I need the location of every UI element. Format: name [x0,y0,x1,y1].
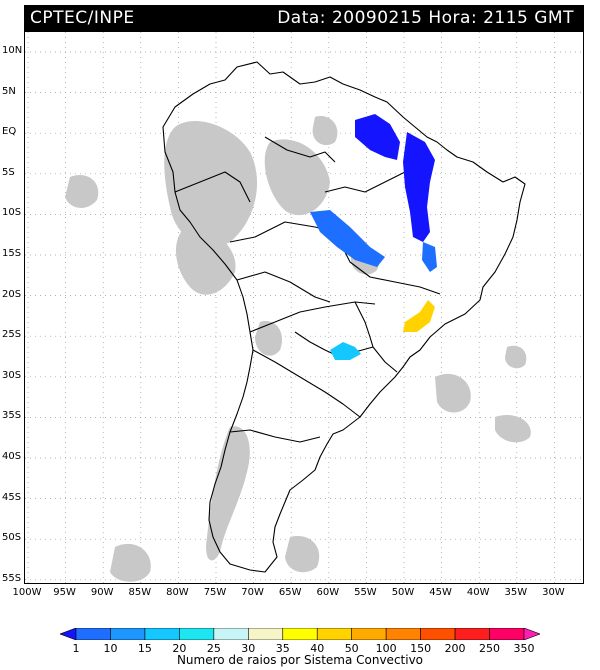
lat-label: 5N [2,85,16,97]
colorbar-tick-label: 100 [375,642,397,655]
lon-label: 40W [466,587,490,598]
colorbar-tick-label: 35 [275,642,290,655]
colorbar-tick-label: 1 [72,642,80,655]
colorbar-tick-label: 50 [344,642,359,655]
colorbar-tick-label: 10 [103,642,118,655]
datetime-label: Data: 20090215 Hora: 2115 GMT [277,8,574,28]
lon-label: 30W [542,587,565,598]
lat-label: 10N [2,45,23,56]
lat-label: EQ [2,126,17,138]
colorbar-segment [420,628,456,640]
colorbar-segment [282,628,318,640]
colorbar-segment [213,628,249,640]
colorbar-segment [75,628,111,640]
lon-label: 55W [354,587,377,598]
lon-label: 85W [128,587,152,598]
lightning-systems [310,114,437,360]
lat-label: 50S [2,532,22,544]
lon-label: 75W [203,587,227,598]
south-america-coastline [162,61,526,573]
graticule [25,32,583,583]
colorbar-segment [60,628,77,640]
colorbar-tick-label: 250 [479,642,501,655]
colorbar-tick-label: 200 [444,642,466,655]
lon-label: 90W [90,587,114,598]
lon-label: 35W [504,587,528,598]
colorbar-tick-label: 20 [172,642,187,655]
colorbar-tick-label: 40 [310,642,325,655]
colorbar-tick-label: 15 [137,642,152,655]
system-south [330,342,361,360]
lat-label: 45S [2,491,22,503]
lat-label: 10S [2,207,22,219]
lon-label: 80W [166,587,189,598]
colorbar-tick-label: 25 [206,642,221,655]
system-southeast [403,300,435,332]
source-label: CPTEC/INPE [30,8,135,28]
colorbar-segment [110,628,146,640]
lon-label: 50W [391,587,415,598]
lon-label: 60W [316,587,340,598]
colorbar-segment [144,628,180,640]
lat-label: 5S [2,166,15,178]
lat-label: 40S [2,451,22,462]
lon-label: 65W [278,587,302,598]
colorbar-segment [351,628,387,640]
colorbar-tick-label: 350 [513,642,535,655]
colorbar-tick-label: 150 [410,642,432,655]
colorbar-caption: Numero de raios por Sistema Convectivo [176,653,424,667]
colorbar-segment [179,628,215,640]
lat-label: 15S [2,248,22,259]
map-canvas [25,32,583,583]
lat-label: 30S [2,369,22,381]
cloud-cover [65,116,531,582]
colorbar-segment [489,628,525,640]
colorbar-segment [523,628,540,640]
system-northeast [403,132,435,242]
map-frame [24,31,584,584]
lon-label: 70W [241,587,264,598]
system-central [310,210,385,267]
lon-label: 45W [429,587,452,598]
system-northeast-south [422,242,437,272]
title-bar: CPTEC/INPE Data: 20090215 Hora: 2115 GMT [24,5,584,31]
lat-label: 35S [2,410,22,422]
colorbar [60,628,540,640]
lon-label: 95W [53,587,76,598]
lat-label: 25S [2,329,22,341]
lat-label: 55S [2,572,22,584]
lon-label: 100W [12,587,42,598]
colorbar-segment [385,628,421,640]
colorbar-segment [248,628,284,640]
lat-label: 20S [2,288,22,300]
colorbar-tick-label: 30 [241,642,256,655]
colorbar-segment [316,628,352,640]
colorbar-segment [454,628,490,640]
system-amazon-north [355,114,400,160]
